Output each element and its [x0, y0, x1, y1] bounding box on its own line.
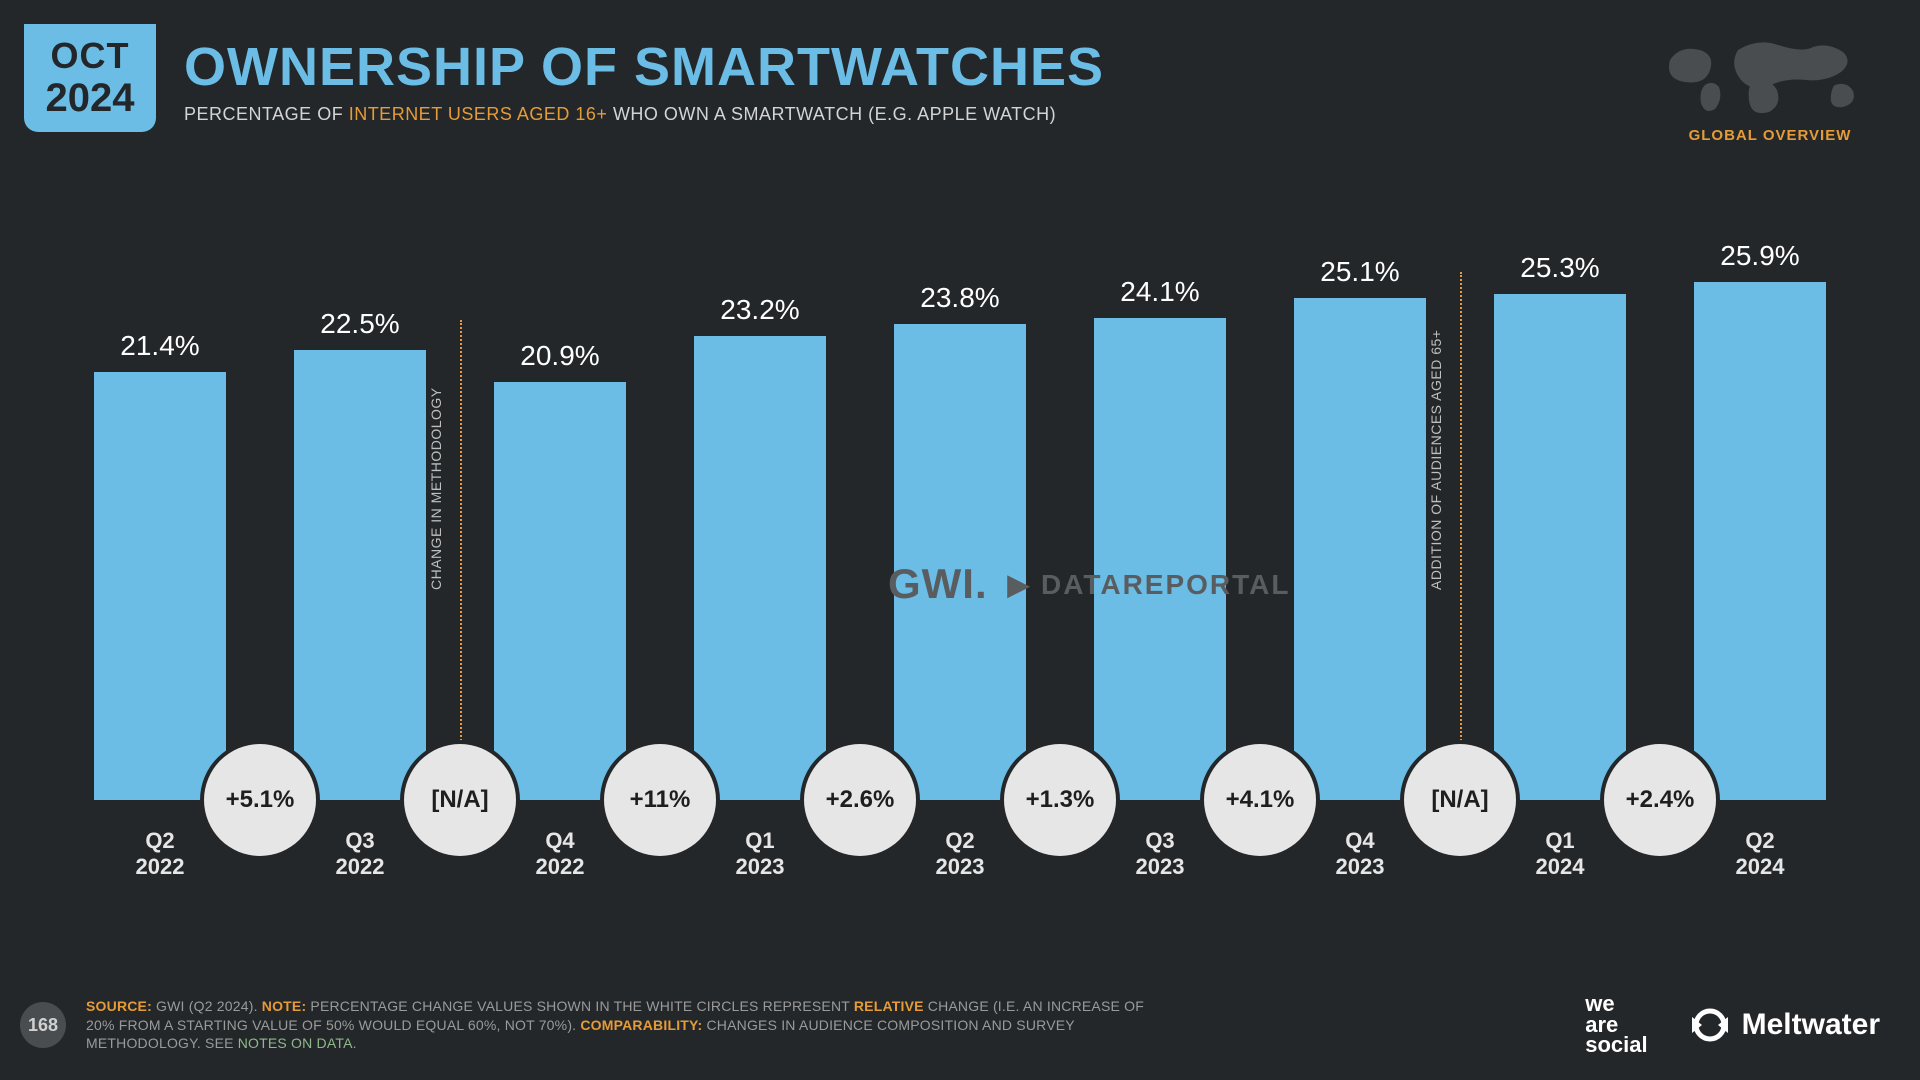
date-year: 2024 — [46, 78, 135, 118]
bar — [1294, 298, 1426, 800]
bar-column: 25.1% — [1282, 200, 1439, 800]
change-circle: +5.1% — [204, 744, 316, 856]
date-badge: OCT 2024 — [24, 24, 156, 132]
meltwater-logo: Meltwater — [1688, 1003, 1880, 1047]
bar — [1694, 282, 1826, 800]
bar — [1494, 294, 1626, 800]
bar-column: 23.8% — [882, 200, 1039, 800]
bar — [694, 336, 826, 800]
bar-column: 22.5% — [282, 200, 439, 800]
divider-label: ADDITION OF AUDIENCES AGED 65+ — [1428, 330, 1444, 590]
title-block: OWNERSHIP OF SMARTWATCHES PERCENTAGE OF … — [184, 36, 1620, 125]
global-overview: GLOBAL OVERVIEW — [1660, 30, 1880, 144]
change-circle: +1.3% — [1004, 744, 1116, 856]
change-circle: +2.6% — [804, 744, 916, 856]
we-are-social-logo: we are social — [1585, 994, 1647, 1057]
bar-value-label: 23.2% — [720, 294, 799, 326]
change-circle: +4.1% — [1204, 744, 1316, 856]
bar — [894, 324, 1026, 800]
change-circle: +2.4% — [1604, 744, 1716, 856]
bar-column: 25.3% — [1482, 200, 1639, 800]
bar — [294, 350, 426, 800]
bar-column: 23.2% — [682, 200, 839, 800]
methodology-divider: ADDITION OF AUDIENCES AGED 65+ — [1460, 272, 1462, 800]
meltwater-icon — [1688, 1003, 1732, 1047]
change-circle: [N/A] — [404, 744, 516, 856]
chart-plot-area: GWI. ▶ DATAREPORTAL 21.4%22.5%20.9%23.2%… — [60, 200, 1860, 800]
page-subtitle: PERCENTAGE OF INTERNET USERS AGED 16+ WH… — [184, 104, 1620, 125]
footer-logos: we are social Meltwater — [1585, 994, 1880, 1057]
bar-chart: GWI. ▶ DATAREPORTAL 21.4%22.5%20.9%23.2%… — [60, 200, 1860, 900]
bar-value-label: 25.3% — [1520, 252, 1599, 284]
page-number: 168 — [20, 1002, 66, 1048]
bar-value-label: 24.1% — [1120, 276, 1199, 308]
change-circle: [N/A] — [1404, 744, 1516, 856]
bar-column: 20.9% — [482, 200, 639, 800]
page-title: OWNERSHIP OF SMARTWATCHES — [184, 36, 1620, 98]
footer: 168 SOURCE: GWI (Q2 2024). NOTE: PERCENT… — [0, 990, 1920, 1060]
bar-column: 25.9% — [1682, 200, 1839, 800]
date-month: OCT — [51, 38, 130, 74]
methodology-divider: CHANGE IN METHODOLOGY — [460, 320, 462, 800]
bar — [494, 382, 626, 800]
bar-value-label: 25.1% — [1320, 256, 1399, 288]
bar-column: 21.4% — [82, 200, 239, 800]
bar — [1094, 318, 1226, 800]
bar-value-label: 23.8% — [920, 282, 999, 314]
footnote-text: SOURCE: GWI (Q2 2024). NOTE: PERCENTAGE … — [86, 997, 1146, 1054]
change-circle: +11% — [604, 744, 716, 856]
divider-label: CHANGE IN METHODOLOGY — [428, 387, 444, 590]
world-map-icon — [1660, 30, 1880, 120]
bar-value-label: 21.4% — [120, 330, 199, 362]
bar-value-label: 22.5% — [320, 308, 399, 340]
bar-value-label: 20.9% — [520, 340, 599, 372]
chart-x-axis: Q22022Q32022Q42022Q12023Q22023Q32023Q420… — [60, 828, 1860, 888]
bar-column: 24.1% — [1082, 200, 1239, 800]
bar-value-label: 25.9% — [1720, 240, 1799, 272]
global-overview-label: GLOBAL OVERVIEW — [1660, 127, 1880, 144]
bar — [94, 372, 226, 800]
